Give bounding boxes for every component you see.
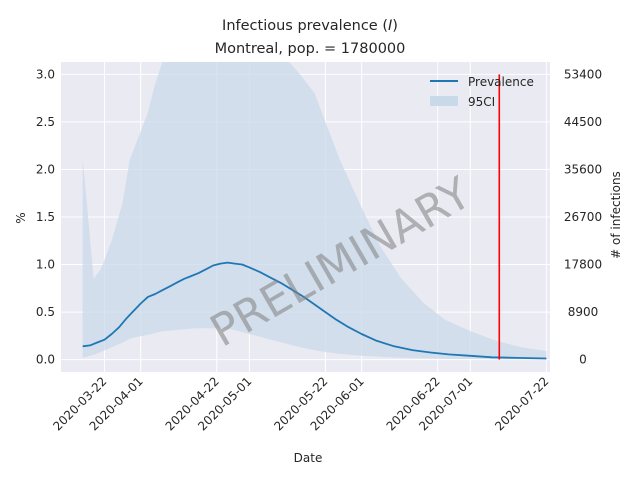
legend-prevalence-label: Prevalence — [468, 75, 534, 89]
legend-95ci-swatch — [430, 96, 458, 106]
y2-tick-label: 53400 — [564, 67, 602, 81]
y2-tick-label: 44500 — [564, 115, 602, 129]
x-axis-label: Date — [294, 451, 323, 465]
y2-tick-label: 8900 — [568, 305, 599, 319]
x-tick-label: 2020-07-22 — [492, 374, 551, 433]
legend: Prevalence 95CI — [430, 75, 534, 109]
y-tick-label: 3.0 — [36, 67, 55, 81]
prevalence-series-line — [82, 261, 547, 360]
y-tick-label: 2.5 — [36, 115, 55, 129]
y2-tick-label: 0 — [579, 353, 587, 367]
y-tick-label: 1.0 — [36, 258, 55, 272]
legend-95ci-label: 95CI — [468, 95, 495, 109]
chart-title-line2: Montreal, pop. = 1780000 — [215, 41, 406, 57]
chart-title-line1: Infectious prevalence (I) — [222, 18, 398, 34]
prevalence-line — [82, 261, 547, 360]
ci-band-area — [82, 62, 547, 360]
y-tick-label: 0.5 — [36, 305, 55, 319]
y2-tick-label: 26700 — [564, 210, 602, 224]
y-tick-label: 0.0 — [36, 353, 55, 367]
confidence-band — [82, 62, 547, 360]
y2-axis-ticks: 0 8900 17800 26700 35600 44500 53400 — [564, 67, 602, 366]
y-axis-ticks: 0.0 0.5 1.0 1.5 2.0 2.5 3.0 — [36, 67, 55, 366]
y2-axis-label: # of infections — [609, 171, 623, 259]
y-tick-label: 1.5 — [36, 210, 55, 224]
y-tick-label: 2.0 — [36, 162, 55, 176]
y-axis-label: % — [14, 212, 28, 223]
y2-tick-label: 35600 — [564, 162, 602, 176]
y2-tick-label: 17800 — [564, 258, 602, 272]
